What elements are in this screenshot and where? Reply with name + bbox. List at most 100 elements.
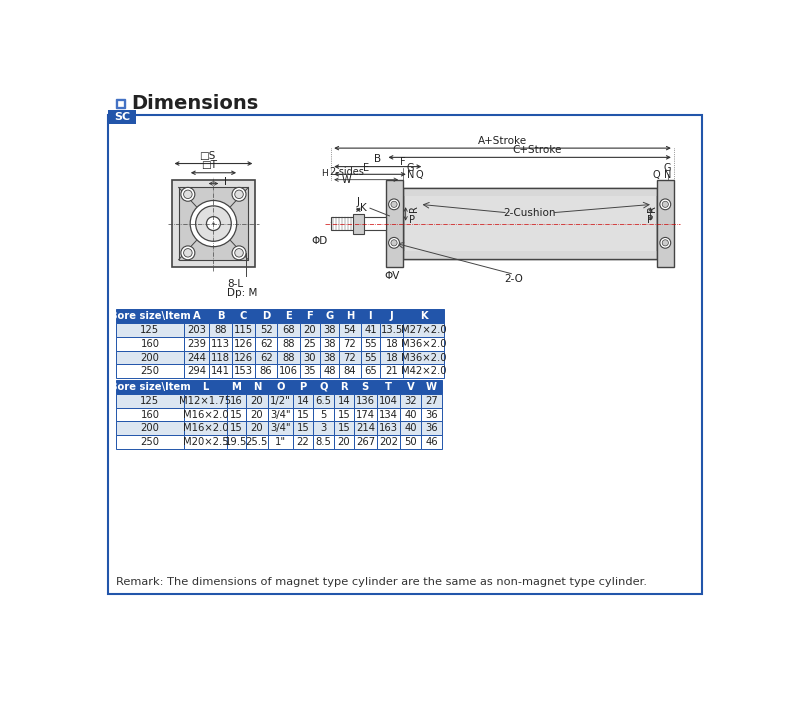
Circle shape: [181, 187, 195, 201]
Text: 14: 14: [297, 396, 309, 406]
Bar: [380, 309, 404, 323]
Text: 52: 52: [260, 325, 273, 335]
Bar: [209, 323, 232, 337]
Text: F: F: [400, 156, 405, 167]
Text: 141: 141: [211, 366, 230, 376]
Text: N: N: [253, 382, 261, 392]
Text: 174: 174: [356, 410, 374, 420]
Text: 46: 46: [425, 437, 438, 447]
Bar: [313, 394, 334, 407]
Text: 36: 36: [425, 423, 438, 433]
Text: 55: 55: [364, 353, 377, 363]
Bar: [184, 337, 209, 350]
Text: M16×2.0: M16×2.0: [182, 410, 228, 420]
Bar: [354, 380, 377, 394]
Bar: [361, 309, 380, 323]
Text: P: P: [408, 215, 415, 225]
Bar: [184, 323, 209, 337]
Bar: [255, 365, 277, 379]
Text: 86: 86: [260, 366, 273, 376]
Text: Q: Q: [653, 169, 660, 180]
Bar: [300, 337, 320, 350]
Bar: [404, 365, 444, 379]
Bar: [268, 407, 293, 422]
Bar: [339, 365, 361, 379]
Text: 125: 125: [141, 396, 160, 406]
Bar: [277, 350, 300, 365]
Text: N: N: [664, 169, 672, 180]
Bar: [293, 435, 313, 449]
Circle shape: [213, 222, 215, 225]
Text: D: D: [262, 311, 270, 321]
Text: M: M: [231, 382, 241, 392]
Text: 88: 88: [214, 325, 227, 335]
Bar: [293, 422, 313, 435]
Circle shape: [391, 201, 397, 208]
Bar: [246, 394, 268, 407]
Bar: [268, 422, 293, 435]
Bar: [334, 422, 354, 435]
Text: 3/4": 3/4": [270, 423, 291, 433]
Text: Bore size\Item: Bore size\Item: [110, 311, 190, 321]
Bar: [277, 309, 300, 323]
Bar: [404, 337, 444, 350]
Bar: [255, 350, 277, 365]
Bar: [118, 101, 122, 106]
Text: M42×2.0: M42×2.0: [401, 366, 446, 376]
Bar: [255, 309, 277, 323]
Text: 15: 15: [296, 423, 310, 433]
Text: R: R: [340, 382, 348, 392]
Circle shape: [232, 246, 246, 260]
Bar: [108, 115, 702, 594]
Text: J: J: [389, 311, 393, 321]
Text: 5: 5: [320, 410, 327, 420]
Text: G: G: [407, 163, 414, 173]
Text: 50: 50: [404, 437, 417, 447]
Bar: [421, 380, 442, 394]
Bar: [339, 323, 361, 337]
Text: 15: 15: [296, 410, 310, 420]
Text: 72: 72: [344, 353, 356, 363]
Text: M12×1.75: M12×1.75: [179, 396, 231, 406]
Text: 38: 38: [323, 339, 336, 349]
Bar: [300, 350, 320, 365]
Bar: [227, 435, 246, 449]
Text: 15: 15: [337, 410, 351, 420]
Bar: [300, 365, 320, 379]
Bar: [209, 309, 232, 323]
Bar: [361, 365, 380, 379]
Bar: [116, 394, 184, 407]
Bar: [293, 394, 313, 407]
Bar: [116, 435, 184, 449]
Text: E: E: [363, 163, 369, 173]
Text: 20: 20: [303, 325, 316, 335]
Bar: [246, 407, 268, 422]
Bar: [227, 407, 246, 422]
Bar: [232, 309, 255, 323]
Circle shape: [662, 240, 668, 246]
Text: 160: 160: [141, 339, 160, 349]
Text: C+Stroke: C+Stroke: [513, 145, 562, 155]
Text: B: B: [374, 154, 382, 164]
Bar: [255, 323, 277, 337]
Bar: [380, 365, 404, 379]
Text: M36×2.0: M36×2.0: [401, 353, 446, 363]
Bar: [334, 407, 354, 422]
Text: M36×2.0: M36×2.0: [401, 339, 446, 349]
Circle shape: [181, 246, 195, 260]
Text: 1": 1": [275, 437, 286, 447]
Text: Q: Q: [416, 169, 423, 180]
Text: ΦV: ΦV: [384, 270, 400, 280]
Text: W: W: [426, 382, 437, 392]
Bar: [268, 394, 293, 407]
Text: 32: 32: [404, 396, 417, 406]
Bar: [184, 407, 227, 422]
Bar: [184, 365, 209, 379]
Bar: [116, 350, 184, 365]
Text: 6.5: 6.5: [315, 396, 332, 406]
Text: 20: 20: [250, 410, 263, 420]
Text: E: E: [285, 311, 292, 321]
Text: C: C: [240, 311, 247, 321]
Bar: [377, 407, 401, 422]
Bar: [108, 110, 136, 124]
